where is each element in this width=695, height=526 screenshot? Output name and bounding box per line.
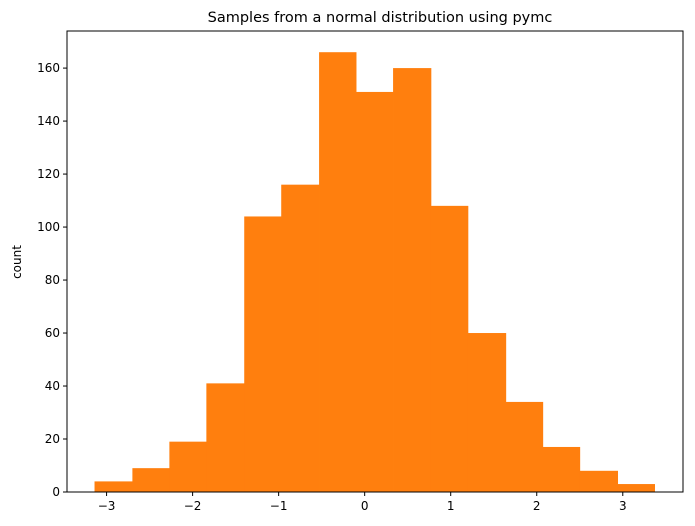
y-tick-label: 0: [52, 485, 60, 499]
histogram-bars: [94, 52, 655, 493]
chart-title: Samples from a normal distribution using…: [208, 10, 553, 26]
x-tick-label: 3: [619, 499, 627, 513]
x-tick-label: 1: [447, 499, 455, 513]
y-tick-label: 40: [45, 379, 60, 393]
y-tick-label: 160: [37, 61, 60, 75]
histogram-bar-14: [617, 484, 655, 492]
x-tick-label: −1: [270, 499, 288, 513]
histogram-bar-7: [356, 91, 394, 492]
histogram-bar-1: [132, 468, 170, 492]
x-tick-label: 2: [533, 499, 541, 513]
histogram-bar-0: [94, 481, 133, 492]
histogram-bar-3: [206, 383, 245, 492]
x-tick-label: −2: [184, 499, 202, 513]
y-tick-label: 140: [37, 114, 60, 128]
histogram-bar-13: [579, 470, 619, 492]
y-tick-label: 20: [45, 432, 60, 446]
y-tick-label: 120: [37, 167, 60, 181]
plot-frame: [66, 30, 684, 493]
y-tick-label: 80: [45, 273, 60, 287]
histogram-bar-12: [542, 446, 581, 492]
x-tick-label: 0: [361, 499, 369, 513]
y-tick-label: 60: [45, 326, 60, 340]
histogram-bar-2: [169, 441, 207, 492]
histogram-bar-11: [505, 401, 544, 492]
histogram-bar-10: [467, 333, 507, 492]
x-tick-label: −3: [98, 499, 116, 513]
histogram-bar-4: [244, 216, 282, 492]
x-axis-ticks: −3 −2 −1 0 1 2 3: [98, 492, 627, 513]
y-axis-label: count: [10, 245, 24, 279]
y-axis-ticks: 0 20 40 60 80 100 120 140 160: [37, 61, 67, 499]
histogram-bar-8: [393, 68, 432, 492]
histogram-bar-5: [281, 184, 320, 493]
histogram-bar-6: [319, 52, 357, 492]
y-tick-label: 100: [37, 220, 60, 234]
histogram-bar-9: [430, 205, 469, 493]
